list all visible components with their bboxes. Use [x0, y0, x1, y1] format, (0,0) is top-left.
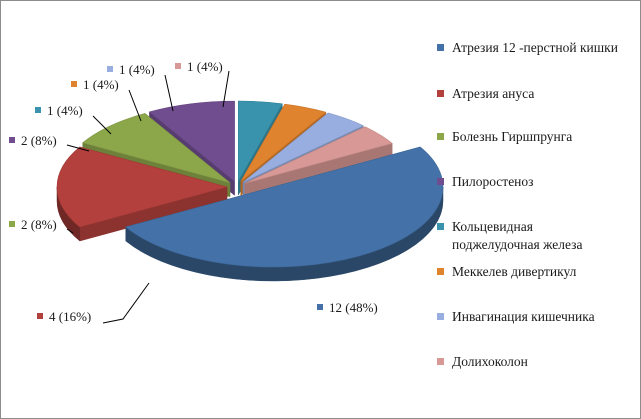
legend-label: Пилоростеноз — [452, 174, 534, 189]
label-swatch — [107, 66, 113, 72]
label-swatch — [9, 137, 15, 143]
data-label: 1 (4%) — [119, 62, 155, 77]
legend: Атрезия 12 -перстной кишки Атрезия ануса Б… — [437, 40, 618, 369]
leader-line — [222, 70, 230, 108]
pie-slices — [56, 100, 444, 282]
data-label: 1 (4%) — [187, 59, 223, 74]
legend-label: Болезнь Гиршпрунга — [452, 129, 572, 144]
legend-label: Атрезия 12 -перстной кишки — [452, 40, 618, 55]
legend-swatch — [437, 178, 444, 185]
label-swatch — [71, 81, 77, 87]
pie-slice — [244, 126, 393, 198]
legend-swatch — [437, 358, 444, 365]
legend-swatch — [437, 223, 444, 230]
legend-swatch — [437, 133, 444, 140]
data-label: 1 (4%) — [83, 77, 119, 92]
leader-line — [66, 228, 74, 234]
data-label: 4 (16%) — [49, 309, 91, 324]
legend-label-line: Кольцевидная — [452, 219, 533, 234]
label-swatch — [175, 63, 181, 69]
leader-line — [92, 115, 112, 135]
label-swatch — [37, 313, 43, 319]
legend-label: Кольцевидная поджелудочная железа — [452, 219, 582, 252]
legend-label: Атрезия ануса — [452, 86, 534, 101]
pie-slice — [125, 146, 444, 282]
legend-label-line: поджелудочная железа — [452, 237, 582, 252]
data-label: 2 (8%) — [21, 217, 57, 232]
pie-slice — [56, 146, 229, 242]
data-label: 2 (8%) — [21, 133, 57, 148]
leader-line — [164, 74, 174, 112]
leader-line — [66, 144, 90, 152]
legend-swatch — [437, 44, 444, 51]
legend-label: Меккелев дивертикул — [452, 264, 577, 279]
label-swatch — [9, 221, 15, 227]
legend-swatch — [437, 90, 444, 97]
legend-swatch — [437, 313, 444, 320]
data-label: 1 (4%) — [47, 103, 83, 118]
leader-line — [102, 282, 150, 324]
legend-label: Долихоколон — [452, 354, 528, 369]
data-labels: 12 (48%)4 (16%)2 (8%)2 (8%)1 (4%)1 (4%)1… — [9, 59, 378, 324]
legend-swatch — [437, 268, 444, 275]
label-swatch — [317, 304, 323, 310]
legend-label: Инвагинация кишечника — [452, 309, 595, 324]
leader-line — [128, 89, 142, 122]
data-label: 12 (48%) — [329, 300, 378, 315]
label-swatch — [35, 107, 41, 113]
